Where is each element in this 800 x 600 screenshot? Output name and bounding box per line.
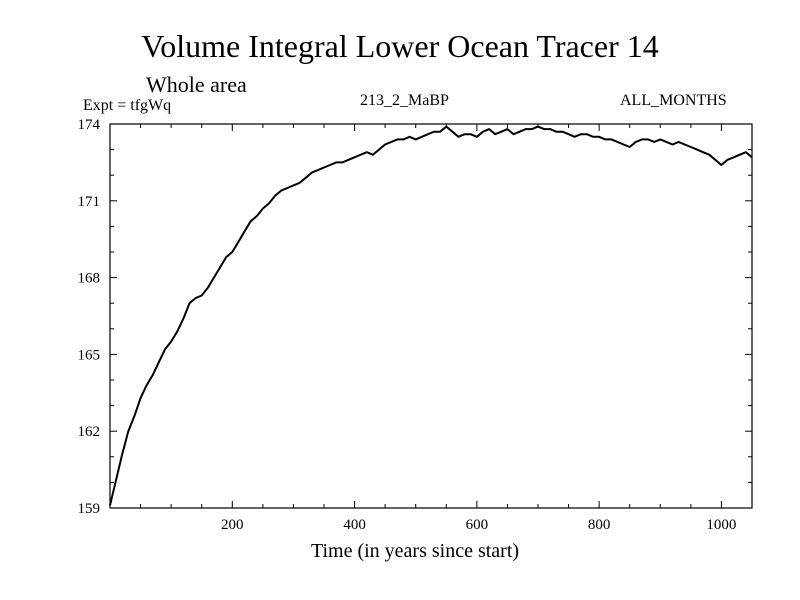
months-label: ALL_MONTHS	[620, 92, 727, 109]
x-axis-label: Time (in years since start)	[310, 540, 520, 562]
y-tick-label: 162	[78, 424, 101, 440]
y-tick-label: 174	[78, 117, 101, 133]
chart-subtitle: Whole area	[146, 72, 247, 97]
x-tick-label: 800	[588, 517, 611, 533]
x-tick-label: 600	[466, 517, 489, 533]
y-tick-label: 159	[78, 501, 101, 517]
experiment-label: Expt = tfgWq	[83, 97, 172, 114]
y-tick-label: 168	[78, 271, 101, 287]
y-tick-label: 171	[78, 194, 101, 210]
x-tick-label: 400	[343, 517, 366, 533]
series-line	[109, 125, 753, 506]
x-tick-label: 200	[221, 517, 244, 533]
y-tick-label: 165	[78, 347, 101, 363]
x-tick-label: 1000	[706, 517, 736, 533]
plot-frame	[109, 123, 753, 509]
chart-title: Volume Integral Lower Ocean Tracer 14	[141, 28, 659, 64]
period-label: 213_2_MaBP	[360, 92, 449, 109]
